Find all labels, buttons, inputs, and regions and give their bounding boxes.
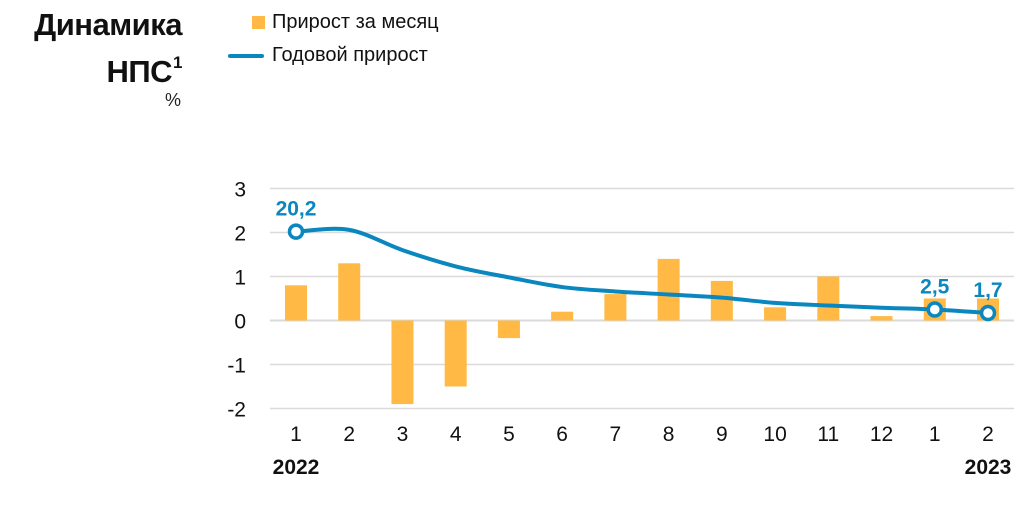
data-label: 20,2 (276, 198, 317, 221)
monthly-bar (551, 311, 574, 321)
monthly-bar (391, 320, 414, 405)
x-tick-label: 4 (450, 423, 462, 446)
y-tick-label: 0 (234, 311, 246, 334)
title-line-2: НПС1 (34, 44, 182, 91)
x-tick-label: 3 (397, 423, 409, 446)
x-tick-label: 10 (763, 423, 786, 446)
monthly-bars (285, 258, 999, 405)
monthly-bar (817, 276, 840, 321)
x-tick-label: 1 (290, 423, 302, 446)
x-tick-label: 2 (982, 423, 994, 446)
monthly-bar (497, 320, 520, 339)
line-marker (926, 301, 944, 318)
monthly-bar (710, 280, 733, 321)
monthly-bar (657, 258, 680, 321)
unit-label: % (164, 90, 181, 110)
annual-line: 20,2 2,5 1,7 (276, 198, 1003, 322)
x-tick-label: 11 (817, 423, 839, 446)
bar-swatch-icon (252, 16, 265, 29)
line-swatch-icon (228, 54, 264, 58)
y-tick-label: 3 (234, 179, 246, 202)
monthly-bar (604, 294, 627, 321)
monthly-bar (870, 316, 893, 321)
data-label: 1,7 (973, 279, 1002, 302)
legend-label-annual: Годовой прирост (272, 44, 428, 66)
gridlines (270, 187, 1014, 410)
x-tick-label: 12 (870, 423, 893, 446)
x-tick-label: 5 (503, 423, 515, 446)
monthly-bar (764, 307, 787, 321)
x-tick-label: 6 (556, 423, 568, 446)
year-label: 2022 (273, 456, 320, 479)
y-tick-label: 2 (234, 223, 246, 246)
title-text-nps: НПС (106, 54, 173, 89)
data-label: 2,5 (920, 276, 950, 299)
line-marker (287, 223, 305, 240)
x-tick-label: 9 (716, 423, 728, 446)
y-tick-label: 1 (234, 267, 246, 290)
x-tick-label: 1 (929, 423, 941, 446)
x-tick-label: 7 (610, 423, 622, 446)
title-footnote: 1 (173, 53, 182, 72)
annual-growth-line (294, 226, 990, 316)
monthly-bar (338, 263, 361, 321)
y-axis-ticks: 3 2 1 0 -1 -2 (227, 179, 246, 422)
y-tick-label: -2 (227, 399, 246, 422)
monthly-bar (285, 285, 307, 321)
x-tick-label: 2 (343, 423, 355, 446)
line-marker (979, 304, 997, 322)
legend-label-monthly: Прирост за месяц (272, 11, 439, 33)
monthly-bar (444, 320, 467, 387)
chart-title: Динамика НПС1 (34, 6, 182, 91)
title-line-1: Динамика (34, 7, 182, 42)
y-tick-label: -1 (227, 355, 246, 378)
year-label: 2023 (965, 456, 1012, 479)
x-tick-label: 8 (663, 423, 675, 446)
